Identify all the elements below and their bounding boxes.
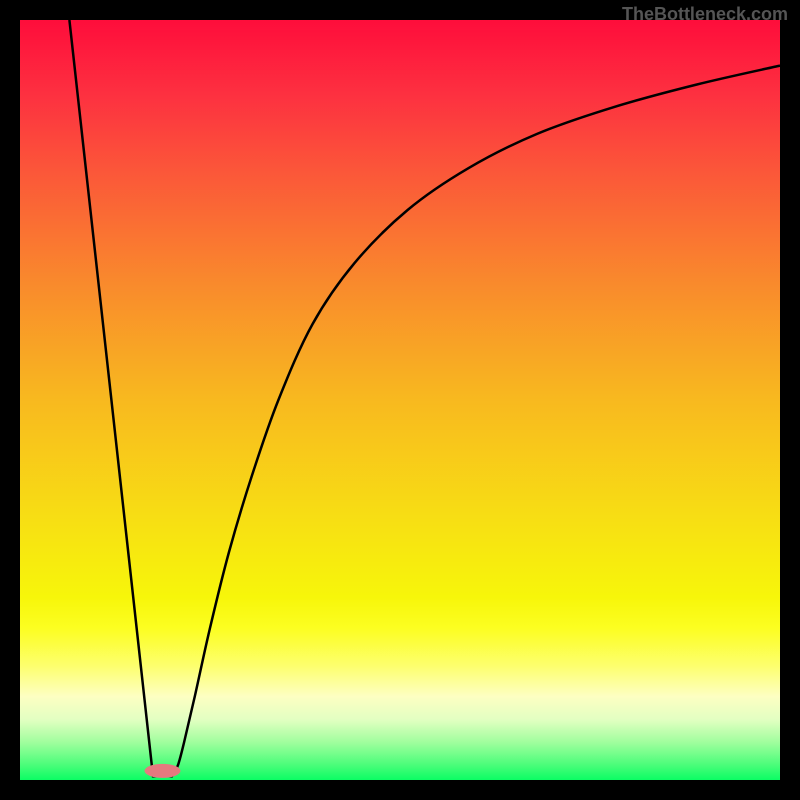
watermark-text: TheBottleneck.com [622,4,788,25]
optimal-marker [145,764,181,778]
plot-background [20,20,780,780]
bottleneck-chart [0,0,800,800]
chart-container: TheBottleneck.com [0,0,800,800]
